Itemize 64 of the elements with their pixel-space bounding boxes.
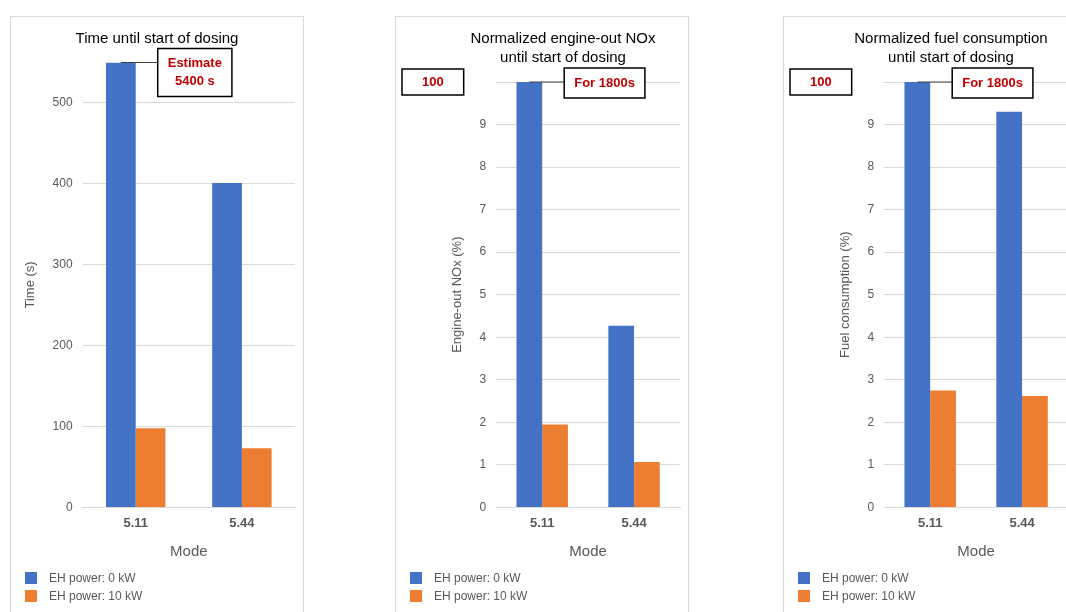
y-tick-label: 300	[52, 257, 73, 272]
y-tick-label: 2	[867, 414, 875, 429]
x-tick-label: 5.11	[529, 514, 555, 530]
chart-title: Normalized fuel consumption until start of dosing	[854, 28, 1048, 66]
legend-label: EH power: 10 kW	[49, 589, 143, 603]
y-tick-label: 200	[52, 337, 73, 352]
bar	[212, 183, 242, 507]
bar	[634, 461, 660, 507]
y-tick-label: 0	[479, 499, 487, 514]
x-axis-title: Mode	[569, 542, 607, 560]
bar	[542, 424, 568, 507]
y-tick-label: 0	[867, 499, 875, 514]
y-tick-label: 4	[867, 329, 875, 344]
y-tick-label: 6	[479, 244, 487, 259]
x-tick-label: 5.44	[621, 514, 648, 530]
annotation: For 1800s	[574, 74, 635, 90]
legend-label: EH power: 0 kW	[822, 571, 909, 585]
bar	[516, 82, 543, 507]
legend-label: EH power: 0 kW	[434, 571, 521, 585]
annotation: Estimate 5400 s	[167, 55, 222, 89]
legend-label: EH power: 10 kW	[434, 589, 528, 603]
y-tick-label: 6	[867, 244, 875, 259]
bar	[241, 448, 272, 507]
y-axis-title: Time (s)	[22, 261, 38, 309]
y-tick-label: 1	[867, 457, 875, 472]
bar	[930, 390, 956, 507]
bar	[904, 82, 931, 507]
y-tick-label: 5	[867, 287, 875, 302]
x-axis-title: Mode	[170, 542, 208, 560]
legend-label: EH power: 0 kW	[49, 571, 136, 585]
y-tick-label: 3	[479, 372, 487, 387]
y-tick-label: 8	[479, 159, 487, 174]
bar	[608, 325, 635, 507]
legend-label: EH power: 10 kW	[822, 589, 916, 603]
annotation: For 1800s	[962, 74, 1023, 90]
bar	[135, 428, 166, 507]
x-tick-label: 5.11	[917, 514, 943, 530]
y-tick-label: 4	[479, 329, 487, 344]
x-axis-title: Mode	[957, 542, 995, 560]
y-tick-label: 9	[479, 116, 487, 131]
chart-title: Normalized engine-out NOx until start of dosing	[470, 28, 657, 66]
y-tick-label: 100	[52, 418, 73, 433]
bar	[1022, 395, 1048, 507]
text: 100	[809, 73, 832, 89]
text: 100	[421, 73, 444, 89]
x-tick-label: 5.11	[123, 514, 149, 530]
y-tick-label: 400	[52, 176, 73, 191]
y-tick-label: 8	[867, 159, 875, 174]
y-tick-label: 3	[867, 372, 875, 387]
bar	[105, 62, 136, 507]
y-axis-title: Fuel consumption (%)	[837, 231, 853, 358]
y-tick-label: 500	[52, 95, 73, 110]
x-tick-label: 5.44	[229, 514, 256, 530]
y-axis-title: Engine-out NOx (%)	[449, 236, 465, 353]
y-tick-label: 1	[479, 457, 487, 472]
x-tick-label: 5.44	[1009, 514, 1036, 530]
y-tick-label: 5	[479, 287, 487, 302]
y-tick-label: 2	[479, 414, 487, 429]
y-tick-label: 7	[479, 201, 487, 216]
bar	[996, 111, 1023, 507]
y-tick-label: 9	[867, 116, 875, 131]
chart-title: Time until start of dosing	[75, 28, 239, 46]
y-tick-label: 0	[65, 499, 73, 514]
y-tick-label: 7	[867, 201, 875, 216]
